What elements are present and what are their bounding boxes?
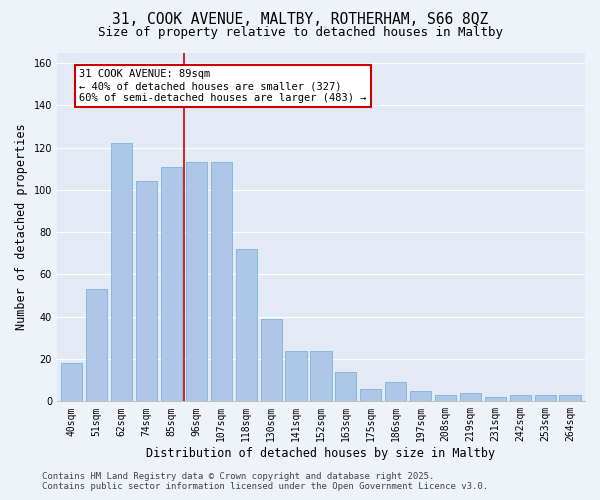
Bar bbox=[535, 395, 556, 402]
Text: 31, COOK AVENUE, MALTBY, ROTHERHAM, S66 8QZ: 31, COOK AVENUE, MALTBY, ROTHERHAM, S66 … bbox=[112, 12, 488, 28]
Bar bbox=[460, 393, 481, 402]
Bar bbox=[86, 290, 107, 402]
Bar bbox=[335, 372, 356, 402]
Bar bbox=[485, 397, 506, 402]
Bar bbox=[410, 391, 431, 402]
Bar bbox=[559, 395, 581, 402]
Text: Contains HM Land Registry data © Crown copyright and database right 2025.
Contai: Contains HM Land Registry data © Crown c… bbox=[42, 472, 488, 491]
Bar bbox=[260, 319, 282, 402]
Bar bbox=[186, 162, 207, 402]
Text: 31 COOK AVENUE: 89sqm
← 40% of detached houses are smaller (327)
60% of semi-det: 31 COOK AVENUE: 89sqm ← 40% of detached … bbox=[79, 70, 367, 102]
Y-axis label: Number of detached properties: Number of detached properties bbox=[15, 124, 28, 330]
Bar bbox=[435, 395, 456, 402]
Bar bbox=[360, 388, 382, 402]
Bar bbox=[385, 382, 406, 402]
Bar bbox=[211, 162, 232, 402]
Bar bbox=[236, 249, 257, 402]
Bar bbox=[111, 144, 132, 402]
Bar bbox=[161, 166, 182, 402]
X-axis label: Distribution of detached houses by size in Maltby: Distribution of detached houses by size … bbox=[146, 447, 496, 460]
Bar bbox=[310, 350, 332, 402]
Text: Size of property relative to detached houses in Maltby: Size of property relative to detached ho… bbox=[97, 26, 503, 39]
Bar bbox=[61, 364, 82, 402]
Bar bbox=[509, 395, 531, 402]
Bar bbox=[286, 350, 307, 402]
Bar bbox=[136, 182, 157, 402]
